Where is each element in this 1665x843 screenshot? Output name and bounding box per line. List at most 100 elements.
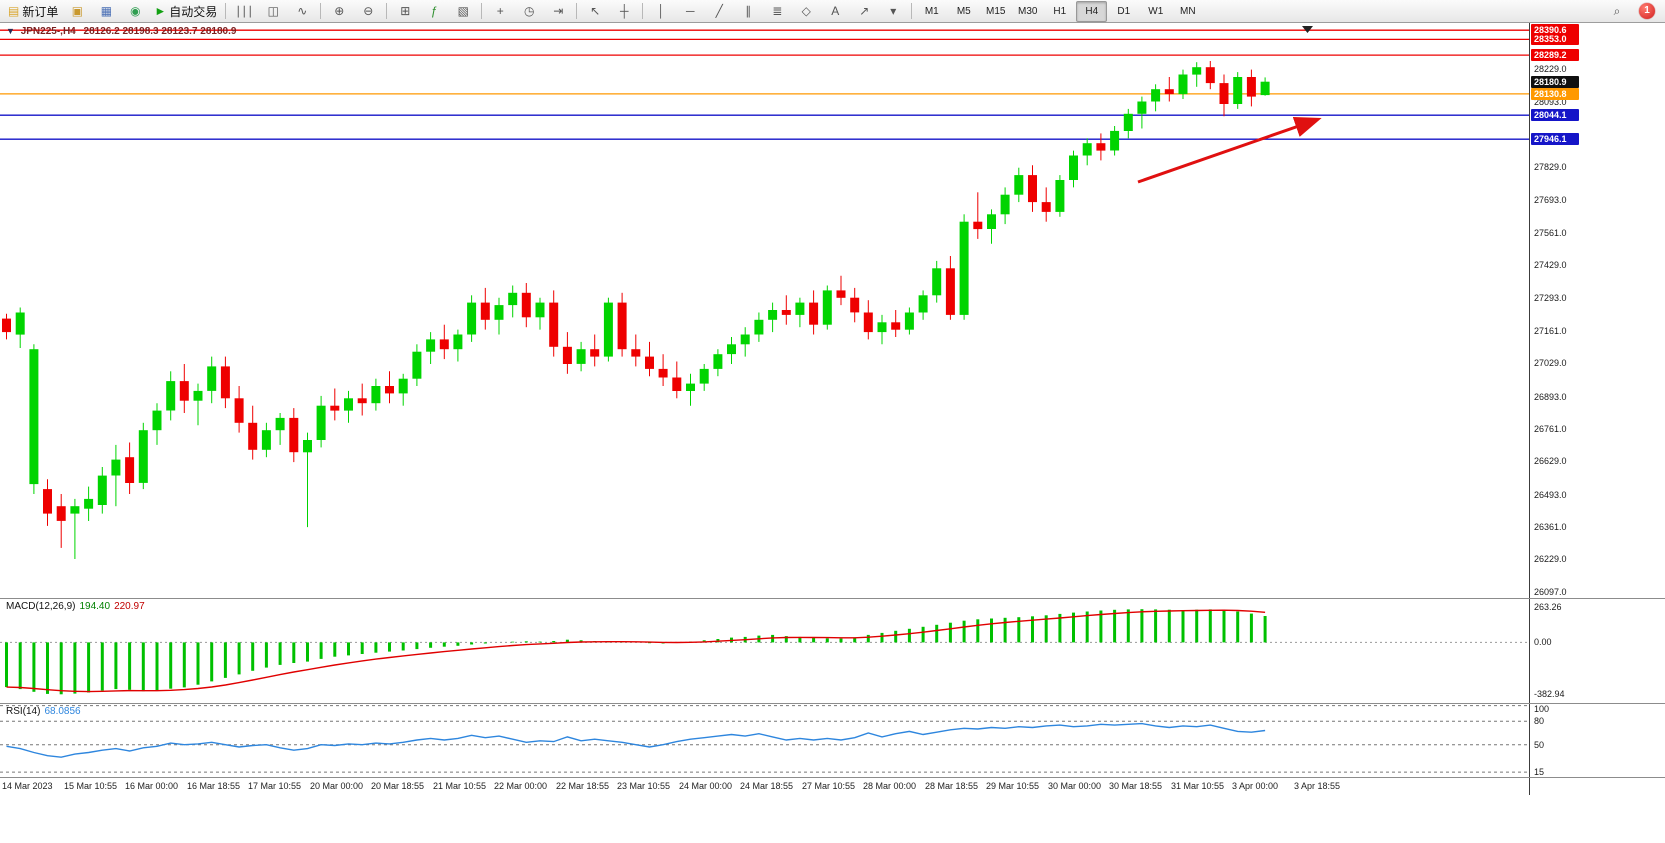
timeframe-m5-label: M5 — [956, 5, 971, 17]
toolbar-separator — [576, 3, 578, 19]
search-icon: ⌕ — [1613, 4, 1621, 18]
toolbar-separator — [386, 3, 388, 19]
price-chart-canvas[interactable] — [0, 23, 1529, 597]
symbol-title: JPN225-,H4 — [20, 26, 76, 37]
channel-button[interactable]: ∥ — [734, 1, 762, 22]
arrow-objects-button[interactable]: ↗ — [850, 1, 878, 22]
indicators-button[interactable]: ƒ — [420, 1, 448, 22]
macd-axis[interactable]: 263.26 0.00 -382.94 — [1529, 599, 1665, 703]
price-axis-label: 26761.0 — [1534, 424, 1567, 434]
data-window-button[interactable]: ▦ — [92, 1, 120, 22]
templates-icon: ▧ — [457, 4, 469, 18]
time-axis-label: 30 Mar 00:00 — [1048, 781, 1102, 791]
horizontal-line-icon: ─ — [686, 4, 695, 18]
fibonacci-button[interactable]: ≣ — [763, 1, 791, 22]
rsi-panel[interactable]: RSI(14) 68.0856 — [0, 704, 1529, 777]
price-level-badge: 27946.1 — [1531, 133, 1579, 145]
time-axis-label: 27 Mar 10:55 — [802, 781, 856, 791]
macd-panel[interactable]: MACD(12,26,9) 194.40 220.97 — [0, 599, 1529, 703]
tile-windows-button[interactable]: ⊞ — [391, 1, 419, 22]
macd-canvas[interactable] — [0, 599, 1529, 702]
time-axis-label: 16 Mar 00:00 — [125, 781, 179, 791]
timeframe-mn-button[interactable]: MN — [1172, 1, 1203, 22]
timeframe-m30-button[interactable]: M30 — [1012, 1, 1043, 22]
trendline-button[interactable]: ╱ — [705, 1, 733, 22]
objects-dropdown-icon: ▾ — [890, 4, 897, 18]
time-axis-label: 22 Mar 18:55 — [556, 781, 610, 791]
time-axis[interactable]: 14 Mar 2023 15 Mar 10:55 16 Mar 00:00 16 Ma… — [0, 778, 1529, 795]
period-button[interactable]: ◷ — [515, 1, 543, 22]
price-level-badge: 28130.8 — [1531, 88, 1579, 100]
timeframe-w1-button[interactable]: W1 — [1140, 1, 1171, 22]
timeframe-m1-label: M1 — [924, 5, 939, 17]
vertical-line-icon: │ — [657, 4, 666, 18]
cursor-button[interactable]: ↖ — [581, 1, 609, 22]
zoom-in-button[interactable]: ⊕ — [325, 1, 353, 22]
time-axis-row: 14 Mar 2023 15 Mar 10:55 16 Mar 00:00 16 Ma… — [0, 777, 1665, 795]
price-chart[interactable]: ▼ JPN225-,H4 28126.2 28198.3 28123.7 281… — [0, 23, 1529, 598]
timeframe-m1-button[interactable]: M1 — [916, 1, 947, 22]
price-level-badge: 28289.2 — [1531, 49, 1579, 61]
timeframe-m5-button[interactable]: M5 — [948, 1, 979, 22]
price-axis-label: 27561.0 — [1534, 228, 1567, 238]
time-axis-label: 28 Mar 00:00 — [863, 781, 917, 791]
cursor-icon: ↖ — [590, 4, 601, 18]
timeframe-m15-button[interactable]: M15 — [980, 1, 1011, 22]
rsi-label: RSI(14) 68.0856 — [6, 706, 81, 717]
vertical-line-button[interactable]: │ — [647, 1, 675, 22]
shapes-button[interactable]: ◇ — [792, 1, 820, 22]
text-label-icon: A — [831, 4, 840, 18]
timeframe-w1-label: W1 — [1148, 5, 1164, 17]
time-axis-label: 23 Mar 10:55 — [617, 781, 671, 791]
price-axis-label: 27161.0 — [1534, 326, 1567, 336]
bottom-blank-area — [0, 795, 1665, 843]
horizontal-line-button[interactable]: ─ — [676, 1, 704, 22]
bar-chart-button[interactable]: ∣∣∣ — [230, 1, 258, 22]
mql5-community-button[interactable]: ◉ — [121, 1, 149, 22]
shapes-icon: ◇ — [801, 4, 811, 18]
time-axis-label: 17 Mar 10:55 — [248, 781, 302, 791]
notification-badge[interactable]: 1 — [1639, 3, 1655, 19]
new-order-button[interactable]: ▤ 新订单 — [4, 1, 62, 22]
timeframe-d1-button[interactable]: D1 — [1108, 1, 1139, 22]
time-axis-label: 30 Mar 18:55 — [1109, 781, 1163, 791]
price-chart-row: ▼ JPN225-,H4 28126.2 28198.3 28123.7 281… — [0, 23, 1665, 598]
chart-shift-icon: ⇥ — [553, 4, 564, 18]
toolbar-separator — [320, 3, 322, 19]
macd-axis-label: 263.26 — [1534, 602, 1562, 612]
channel-icon: ∥ — [745, 4, 752, 18]
crosshair-button[interactable]: ┼ — [610, 1, 638, 22]
macd-label: MACD(12,26,9) 194.40 220.97 — [6, 601, 145, 612]
text-label-button[interactable]: A — [821, 1, 849, 22]
time-axis-label: 24 Mar 00:00 — [679, 781, 733, 791]
main-toolbar: ▤ 新订单 ▣ ▦ ◉ ► 自动交易 ∣∣∣ ◫ ∿ ⊕ ⊖ ⊞ ƒ ▧ + ◷ ⇥ ↖ ┼ │ ─ ╱ ∥ ≣ ◇ A ↗ ▾ M1 M5… — [0, 0, 1665, 23]
candlestick-chart-button[interactable]: ◫ — [259, 1, 287, 22]
new-chart-button[interactable]: + — [486, 1, 514, 22]
price-axis[interactable]: 28229.0 28093.0 27829.0 27693.0 27561.0 27429… — [1529, 23, 1665, 598]
rsi-axis[interactable]: 100 80 50 15 — [1529, 704, 1665, 777]
time-axis-label: 21 Mar 10:55 — [433, 781, 487, 791]
timeframe-h1-label: H1 — [1053, 5, 1067, 17]
objects-dropdown-button[interactable]: ▾ — [879, 1, 907, 22]
price-level-badge: 28353.0 — [1531, 33, 1579, 45]
line-chart-button[interactable]: ∿ — [288, 1, 316, 22]
crosshair-icon: ┼ — [620, 4, 629, 18]
chart-window-icon: ▣ — [71, 4, 84, 18]
templates-button[interactable]: ▧ — [449, 1, 477, 22]
search-button[interactable]: ⌕ — [1603, 1, 1631, 22]
timeframe-h4-button[interactable]: H4 — [1076, 0, 1108, 22]
one-click-trading-icon[interactable]: ▼ — [6, 26, 15, 36]
price-axis-label: 26893.0 — [1534, 392, 1567, 402]
ohlc-values: 28126.2 28198.3 28123.7 28180.9 — [83, 26, 237, 37]
chart-shift-button[interactable]: ⇥ — [544, 1, 572, 22]
price-axis-label: 26629.0 — [1534, 456, 1567, 466]
new-order-label: 新订单 — [22, 4, 59, 19]
autotrade-button[interactable]: ► 自动交易 — [150, 1, 221, 22]
line-chart-icon: ∿ — [297, 4, 308, 18]
chart-window-button[interactable]: ▣ — [63, 1, 91, 22]
price-axis-label: 27693.0 — [1534, 195, 1567, 205]
timeframe-h1-button[interactable]: H1 — [1044, 1, 1075, 22]
zoom-out-button[interactable]: ⊖ — [354, 1, 382, 22]
rsi-canvas[interactable] — [0, 704, 1529, 776]
